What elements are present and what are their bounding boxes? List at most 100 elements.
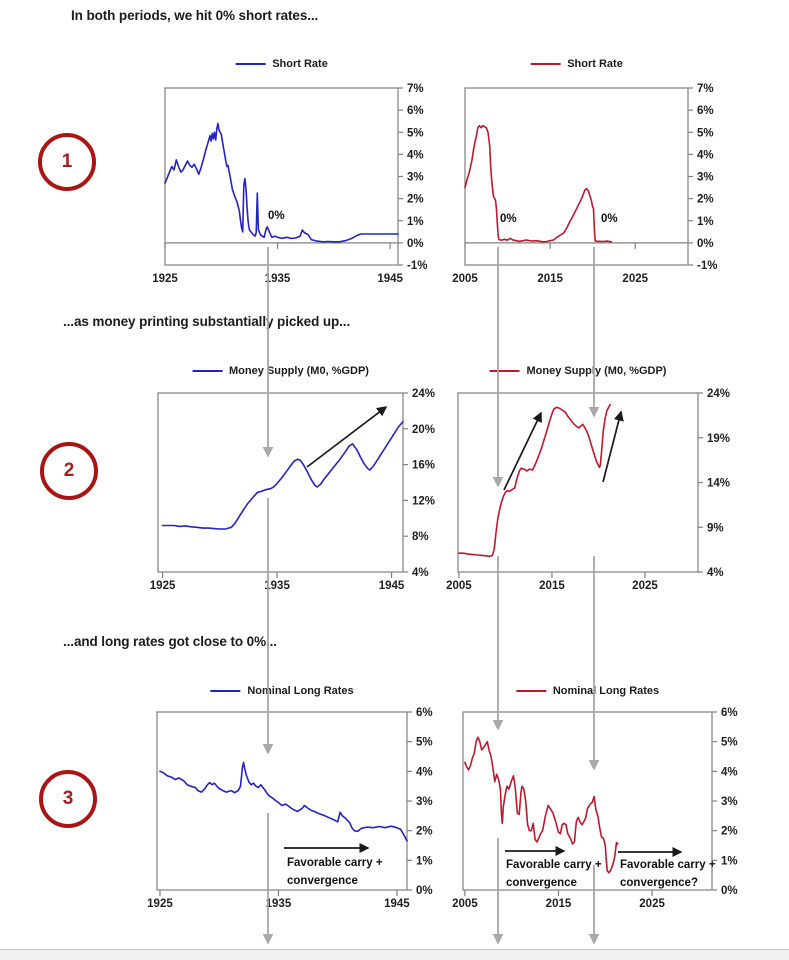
long-rates-1925-legend: Nominal Long Rates <box>210 685 354 697</box>
y-tick-label: 16% <box>412 460 435 472</box>
favorable-carry-annotation: Favorable carry + convergence? <box>620 859 716 889</box>
y-tick-label: 14% <box>707 478 730 490</box>
legend-label: Nominal Long Rates <box>247 685 354 697</box>
zero-rate-annotation: 0% <box>500 213 517 225</box>
long-rates-2005-legend: Nominal Long Rates <box>515 685 660 697</box>
legend-label: Money Supply (M0, %GDP) <box>526 365 667 377</box>
y-tick-label: 5% <box>721 737 738 749</box>
series-line <box>161 420 404 530</box>
step-number: 2 <box>63 460 75 481</box>
legend-label: Money Supply (M0, %GDP) <box>229 365 369 377</box>
y-tick-label: 0% <box>721 885 738 897</box>
y-tick-label: 2% <box>416 826 433 838</box>
step-number: 1 <box>61 151 73 172</box>
y-tick-label: -1% <box>407 260 427 272</box>
legend-line-swatch <box>210 690 241 692</box>
x-tick-label: 2005 <box>452 273 478 285</box>
money-supply-1925-chart: 24% 20% 16% 12% 8% 4% 1925 1935 1945 <box>150 388 435 592</box>
y-tick-label: 4% <box>721 766 738 778</box>
y-tick-label: 3% <box>416 796 433 808</box>
y-tick-label: 4% <box>407 149 424 161</box>
series-line <box>464 124 613 243</box>
short-rate-2005-chart: 7% 6% 5% 4% 3% 2% 1% 0% -1% 2005 2015 2025 <box>452 83 717 285</box>
y-tick-label: 6% <box>407 105 424 117</box>
short-rate-2005-legend: Short Rate <box>530 58 623 70</box>
x-tick-label: 1925 <box>147 898 173 910</box>
y-tick-label: 19% <box>707 433 730 445</box>
x-tick-label: 1945 <box>379 580 405 592</box>
y-tick-label: 5% <box>407 127 424 139</box>
x-tick-label: 1945 <box>377 273 403 285</box>
y-tick-label: 4% <box>707 567 724 579</box>
x-tick-label: 1925 <box>150 580 176 592</box>
plot-frame <box>157 392 404 573</box>
series-line <box>458 403 611 558</box>
step-circle-1: 1 <box>38 133 96 191</box>
y-tick-label: 4% <box>416 766 433 778</box>
legend-label: Short Rate <box>272 58 328 70</box>
x-tick-label: 1945 <box>384 898 410 910</box>
y-tick-label: 0% <box>416 885 433 897</box>
y-tick-label: 24% <box>412 388 435 400</box>
y-tick-label: 2% <box>697 194 714 206</box>
favorable-carry-annotation: Favorable carry + convergence <box>287 857 383 887</box>
y-tick-label: 1% <box>407 216 424 228</box>
legend-line-swatch <box>530 63 561 65</box>
long-rates-1925-chart: 6% 5% 4% 3% 2% 1% 0% 1925 1935 1945 <box>147 707 433 910</box>
x-tick-label: 2015 <box>537 273 563 285</box>
y-tick-label: 9% <box>707 522 724 534</box>
legend-line-swatch <box>489 370 520 372</box>
x-tick-label: 1925 <box>152 273 178 285</box>
step-circle-3: 3 <box>39 770 97 828</box>
legend-line-swatch <box>192 370 223 372</box>
y-tick-label: 7% <box>407 83 424 95</box>
x-tick-label: 2005 <box>446 580 472 592</box>
y-tick-label: 24% <box>707 388 730 400</box>
x-tick-label: 1935 <box>266 898 292 910</box>
x-tick-label: 2025 <box>639 898 665 910</box>
section-heading-short-rates: In both periods, we hit 0% short rates..… <box>71 8 319 23</box>
y-tick-label: 3% <box>407 172 424 184</box>
section-heading-long-rates: ...and long rates got close to 0%... <box>63 634 277 649</box>
legend-line-swatch <box>515 690 546 692</box>
x-tick-label: 2015 <box>539 580 565 592</box>
favorable-carry-annotation: Favorable carry + convergence <box>506 859 602 889</box>
y-tick-label: 1% <box>697 216 714 228</box>
zero-rate-annotation: 0% <box>601 213 618 225</box>
legend-label: Nominal Long Rates <box>552 685 660 697</box>
short-rate-1925-chart: 7% 6% 5% 4% 3% 2% 1% 0% -1% 1925 1935 1945 <box>152 83 427 285</box>
series-line <box>464 736 619 874</box>
y-tick-label: 0% <box>697 238 714 250</box>
page-bottom-edge <box>0 949 789 960</box>
y-tick-label: 20% <box>412 424 435 436</box>
x-tick-label: 2015 <box>546 898 572 910</box>
legend-label: Short Rate <box>567 58 623 70</box>
step-circle-2: 2 <box>40 442 98 500</box>
y-tick-label: 5% <box>697 127 714 139</box>
y-tick-label: 2% <box>407 194 424 206</box>
y-tick-label: 6% <box>721 707 738 719</box>
y-tick-label: 7% <box>697 83 714 95</box>
y-tick-label: 12% <box>412 495 435 507</box>
x-tick-label: 2025 <box>632 580 658 592</box>
x-tick-label: 2005 <box>452 898 478 910</box>
x-tick-label: 1935 <box>265 273 291 285</box>
y-tick-label: 2% <box>721 826 738 838</box>
y-tick-label: 1% <box>416 855 433 867</box>
x-tick-label: 2025 <box>622 273 648 285</box>
series-line <box>164 122 399 243</box>
short-rate-1925-legend: Short Rate <box>235 58 328 70</box>
y-tick-label: 4% <box>412 567 429 579</box>
money-supply-2005-chart: 24% 19% 14% 9% 4% 2005 2015 2025 <box>446 388 730 592</box>
y-tick-label: 6% <box>416 707 433 719</box>
zero-rate-annotation: 0% <box>268 210 285 222</box>
y-tick-label: 8% <box>412 531 429 543</box>
x-tick-label: 1935 <box>264 580 290 592</box>
y-tick-label: 0% <box>407 238 424 250</box>
y-tick-label: 5% <box>416 737 433 749</box>
y-tick-label: 3% <box>697 172 714 184</box>
money-supply-2005-legend: Money Supply (M0, %GDP) <box>489 365 667 377</box>
y-tick-label: 1% <box>721 855 738 867</box>
y-tick-label: 4% <box>697 149 714 161</box>
